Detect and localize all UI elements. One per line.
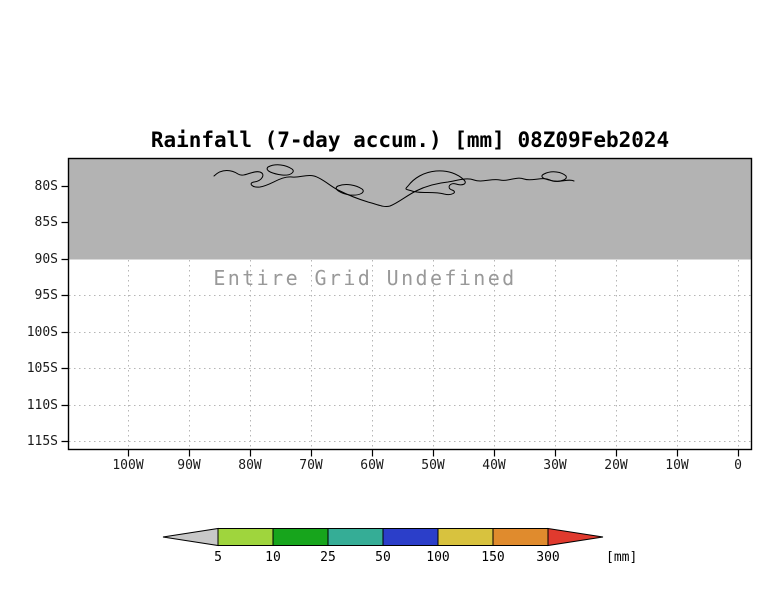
grid-horizontal-lines <box>69 295 751 442</box>
y-tick-label: 80S <box>34 179 58 194</box>
colorbar-segment-150-300 <box>492 528 549 546</box>
x-tick-label: 60W <box>360 458 384 473</box>
colorbar-tick-label: 150 <box>481 550 505 565</box>
coastline-contours <box>213 164 575 207</box>
x-tick-label: 30W <box>543 458 567 473</box>
y-tick-label: 110S <box>26 398 58 413</box>
x-tick-label: 90W <box>177 458 201 473</box>
colorbar-segment-50-100 <box>382 528 439 546</box>
x-tick-label: 100W <box>112 458 144 473</box>
colorbar-tick-label: 100 <box>426 550 450 565</box>
colorbar-unit-label: [mm] <box>606 550 638 565</box>
colorbar-segment-25-50 <box>327 528 384 546</box>
x-tick-label: 10W <box>665 458 689 473</box>
x-tick-label: 0 <box>734 458 742 473</box>
chart-title: Rainfall (7-day accum.) [mm] 08Z09Feb202… <box>150 128 670 152</box>
colorbar-arrow-below-min <box>162 527 219 547</box>
x-axis-ticks <box>127 450 740 457</box>
colorbar-segment-5-10 <box>217 528 274 546</box>
colorbar-tick-label: 5 <box>214 550 222 565</box>
y-tick-label: 90S <box>34 252 58 267</box>
colorbar-tick-label: 25 <box>320 550 336 565</box>
colorbar-tick-label: 300 <box>536 550 560 565</box>
y-tick-label: 105S <box>26 361 58 376</box>
colorbar-segment-100-150 <box>437 528 494 546</box>
colorbar-tick-label: 50 <box>375 550 391 565</box>
undefined-region <box>68 158 752 260</box>
colorbar <box>162 527 604 547</box>
y-axis-ticks <box>61 185 68 443</box>
colorbar-segment-10-25 <box>272 528 329 546</box>
grid-undefined-annotation: Entire Grid Undefined <box>213 266 517 290</box>
colorbar-tick-label: 10 <box>265 550 281 565</box>
plot-border <box>67 157 753 451</box>
x-tick-label: 70W <box>299 458 323 473</box>
x-tick-label: 20W <box>604 458 628 473</box>
y-tick-label: 95S <box>34 288 58 303</box>
x-tick-label: 80W <box>238 458 262 473</box>
y-tick-label: 100S <box>26 325 58 340</box>
colorbar-arrow-above-max <box>547 527 604 547</box>
x-tick-label: 50W <box>421 458 445 473</box>
x-tick-label: 40W <box>482 458 506 473</box>
y-tick-label: 115S <box>26 434 58 449</box>
y-tick-label: 85S <box>34 215 58 230</box>
